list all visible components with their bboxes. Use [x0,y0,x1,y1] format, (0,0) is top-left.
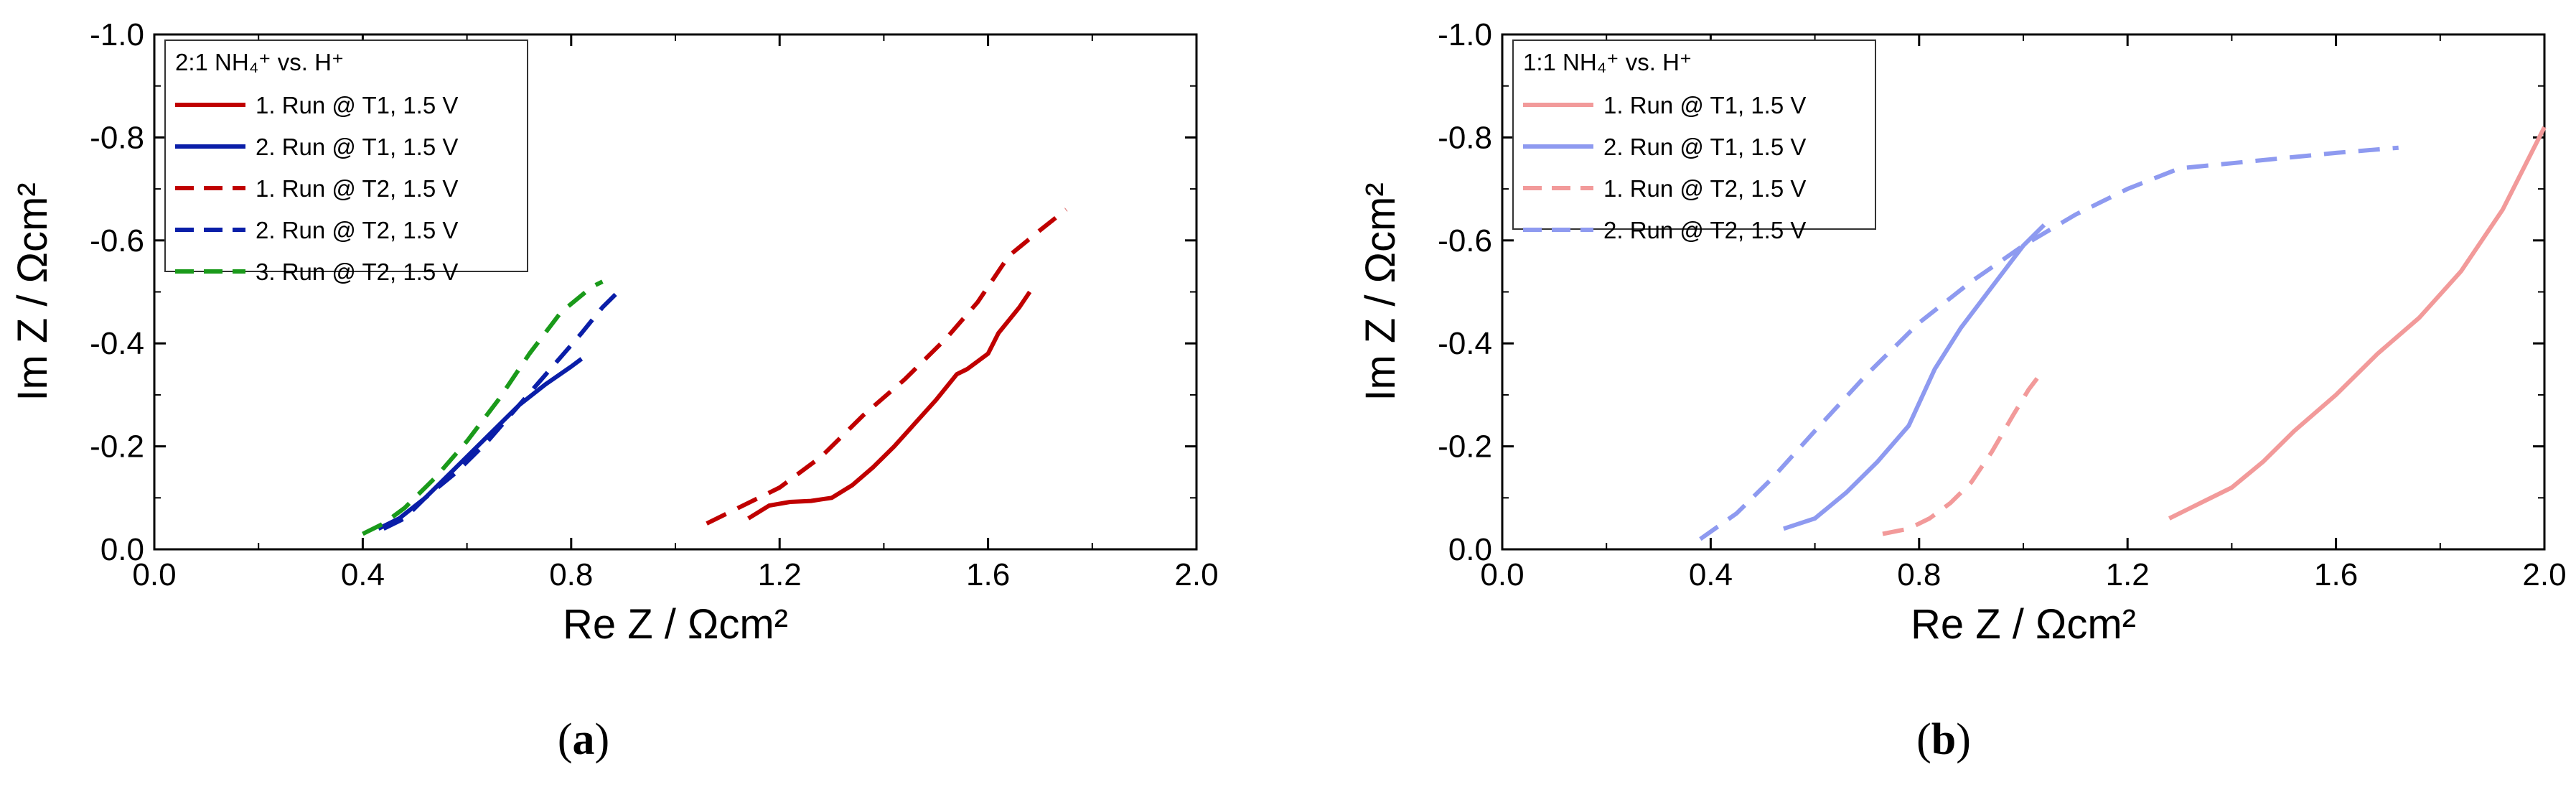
series-line-3 [706,208,1068,526]
y-tick-label: 0.0 [100,532,144,567]
y-tick-label: -0.2 [1438,429,1492,465]
y-tick-label: 0.0 [1448,532,1492,567]
x-tick-label: 0.0 [1480,557,1524,592]
y-tick-label: -0.6 [1438,223,1492,259]
y-tick-label: -1.0 [1438,17,1492,52]
series-line-1 [2168,126,2547,521]
y-tick-label: -0.6 [90,223,144,259]
series-line-3 [1882,368,2046,536]
chart-panel-a: 0.0 0.4 0.8 1.2 1.6 2.0 0.0 -0.2 -0.4 -0.6 -0.8 -1.… [9,17,1219,764]
legend-title: 1:1 NH₄⁺ vs. H⁺ [1523,49,1692,75]
x-tick-label: 0.4 [1689,557,1733,592]
x-tick-label: 0.4 [341,557,385,592]
legend: 2:1 NH₄⁺ vs. H⁺ 1. Run @ T1, 1.5 V 2. Run … [164,39,528,285]
x-tick-label: 1.6 [2314,557,2358,592]
panel-caption: (b) [1916,715,1971,764]
y-tick-label: -0.4 [1438,326,1492,361]
series-line-2 [377,357,584,531]
chart-panel-b: 0.0 0.4 0.8 1.2 1.6 2.0 0.0 -0.2 -0.4 -0.6 -0.8 -1.… [1357,17,2567,764]
series-line-4 [383,285,625,531]
panel-caption: (a) [558,715,609,764]
x-axis-title: Re Z / Ωcm² [563,601,788,648]
y-tick-label: -1.0 [90,17,144,52]
legend-entry: 1. Run @ T1, 1.5 V [1603,92,1806,118]
y-tick-label: -0.8 [1438,120,1492,155]
series-line-5 [362,279,604,536]
x-tick-label: 0.0 [132,557,176,592]
x-axis-title: Re Z / Ωcm² [1911,601,2136,648]
legend: 1:1 NH₄⁺ vs. H⁺ 1. Run @ T1, 1.5 V 2. Run … [1512,39,1876,243]
series-line-1 [747,290,1032,521]
x-tick-label: 1.2 [2106,557,2150,592]
legend-entry: 3. Run @ T2, 1.5 V [256,259,458,285]
legend-box [1512,39,1876,230]
legend-entry: 1. Run @ T2, 1.5 V [1603,175,1806,202]
y-tick-label: -0.2 [90,429,144,465]
x-tick-label: 0.8 [549,557,593,592]
y-axis-title: Im Z / Ωcm² [1357,182,1404,401]
legend-box [164,39,528,272]
legend-entry: 2. Run @ T1, 1.5 V [1603,134,1806,160]
series-line-4 [1699,145,2399,541]
y-tick-label: -0.4 [90,326,144,361]
legend-entry: 1. Run @ T1, 1.5 V [256,92,458,118]
y-axis-title: Im Z / Ωcm² [9,182,56,401]
x-tick-label: 1.2 [758,557,802,592]
x-tick-label: 0.8 [1897,557,1941,592]
legend-entry: 2. Run @ T2, 1.5 V [1603,217,1806,243]
x-tick-label: 2.0 [2522,557,2566,592]
y-tick-label: -0.8 [90,120,144,155]
legend-entry: 2. Run @ T2, 1.5 V [256,217,458,243]
x-tick-label: 1.6 [966,557,1010,592]
legend-entry: 2. Run @ T1, 1.5 V [256,134,458,160]
legend-entry: 1. Run @ T2, 1.5 V [256,175,458,202]
x-tick-label: 2.0 [1174,557,1218,592]
legend-title: 2:1 NH₄⁺ vs. H⁺ [175,49,344,75]
series-line-2 [1783,223,2046,531]
